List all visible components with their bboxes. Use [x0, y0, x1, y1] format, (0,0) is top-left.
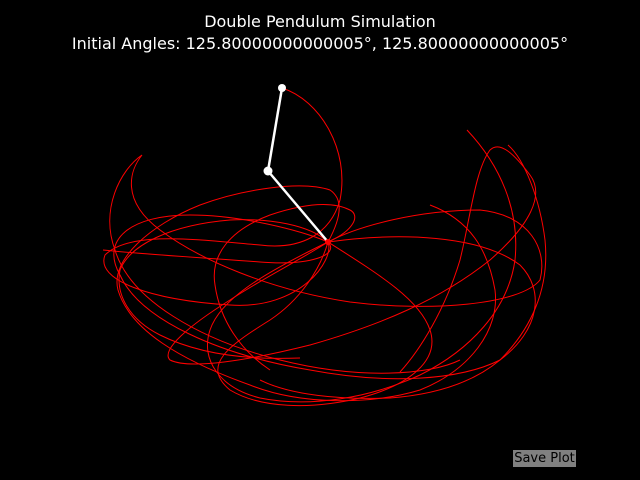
trace-loop-3: [109, 154, 543, 374]
trace-loop-1: [103, 87, 343, 306]
pendulum-bob-upper: [263, 166, 273, 176]
trace-loop-2: [113, 214, 536, 380]
plot-title: Double Pendulum Simulation: [204, 12, 436, 31]
pendulum-rod-lower: [267, 170, 329, 243]
trace-loop-6: [167, 146, 537, 373]
trace-loop-4: [116, 185, 497, 402]
trace-loop-5: [206, 129, 517, 403]
trace-loop-9: [259, 144, 547, 399]
plot-subtitle: Initial Angles: 125.80000000000005°, 125…: [71, 34, 569, 53]
trajectory-trace: [102, 87, 547, 407]
pendulum-pivot: [278, 84, 286, 92]
pendulum-bob-lower: [325, 239, 331, 245]
trace-loop-8: [102, 219, 331, 359]
pendulum-rod-upper: [266, 87, 284, 172]
trace-loop-10: [213, 204, 356, 371]
trace-loop-7: [217, 241, 433, 407]
save-plot-button[interactable]: Save Plot: [513, 450, 576, 467]
